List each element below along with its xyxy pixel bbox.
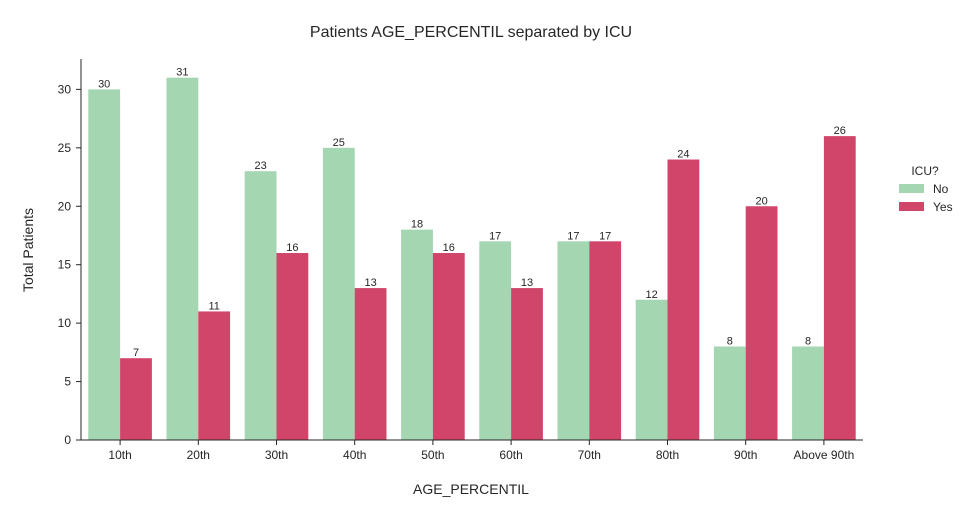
x-tick-label: 90th: [734, 448, 757, 462]
bar-yes-80th: [667, 159, 700, 440]
bar-yes-50th: [432, 253, 465, 440]
data-label: 16: [443, 242, 455, 254]
bar-yes-70th: [589, 241, 622, 440]
y-tick-label: 0: [64, 433, 71, 447]
data-label: 26: [834, 125, 846, 137]
data-label: 20: [755, 195, 767, 207]
bar-no-50th: [401, 229, 433, 440]
data-label: 31: [176, 67, 188, 79]
bar-no-10th: [88, 89, 121, 440]
bar-yes-20th: [198, 311, 231, 440]
bars-group: [88, 77, 856, 440]
data-label: 17: [567, 230, 579, 242]
data-label: 8: [805, 336, 811, 348]
data-label: 30: [98, 78, 110, 90]
y-tick-label: 20: [58, 199, 72, 213]
data-label: 17: [489, 230, 501, 242]
bar-yes-40th: [354, 288, 387, 440]
data-label: 13: [364, 277, 376, 289]
y-tick-label: 15: [58, 258, 72, 272]
data-label: 12: [645, 289, 657, 301]
y-tick-label: 25: [58, 141, 72, 155]
x-tick-label: 60th: [499, 448, 522, 462]
chart-title: Patients AGE_PERCENTIL separated by ICU: [310, 24, 632, 41]
legend-swatch-yes: [899, 202, 924, 211]
legend-title: ICU?: [911, 164, 939, 178]
x-tick-label: 80th: [656, 448, 679, 462]
data-label: 18: [411, 219, 423, 231]
legend-swatch-no: [899, 184, 924, 193]
x-axis-label: AGE_PERCENTIL: [413, 481, 529, 497]
bar-yes-30th: [276, 253, 309, 440]
data-label: 25: [333, 137, 345, 149]
y-tick-label: 5: [64, 375, 71, 389]
x-tick-label: 20th: [187, 448, 210, 462]
y-ticks-group: 0 5 10 15 20 25 30: [58, 82, 81, 447]
bar-yes-10th: [120, 358, 152, 440]
x-tick-label: 70th: [578, 448, 601, 462]
legend-label-yes: Yes: [933, 200, 953, 214]
bar-no-30th: [244, 171, 277, 440]
x-tick-label: 30th: [265, 448, 288, 462]
bar-no-90th: [713, 346, 746, 440]
data-label: 24: [677, 149, 689, 161]
data-label: 11: [208, 300, 219, 312]
data-label: 16: [286, 242, 298, 254]
data-label: 17: [599, 230, 611, 242]
data-label: 13: [521, 277, 533, 289]
data-label: 7: [133, 347, 139, 359]
data-labels-group: 30 7 31 11 23 16 25 13 18 16 17 13 17 17 12 24 8 20 8 26: [98, 67, 846, 359]
bar-yes-above-90th: [823, 136, 856, 440]
bar-no-above-90th: [792, 346, 824, 440]
bar-no-70th: [557, 241, 590, 440]
x-tick-label: 10th: [108, 448, 131, 462]
y-tick-label: 10: [58, 316, 72, 330]
bar-no-80th: [635, 299, 668, 440]
y-tick-label: 30: [58, 82, 72, 96]
bar-no-20th: [166, 77, 199, 440]
x-tick-label: Above 90th: [794, 448, 855, 462]
y-axis-label: Total Patients: [20, 208, 36, 292]
x-tick-label: 50th: [421, 448, 444, 462]
bar-yes-90th: [745, 206, 778, 440]
legend: ICU? No Yes: [899, 164, 953, 214]
legend-label-no: No: [933, 182, 949, 196]
x-tick-label: 40th: [343, 448, 366, 462]
bar-no-60th: [479, 241, 512, 440]
bar-yes-60th: [511, 288, 543, 440]
data-label: 8: [727, 336, 733, 348]
bar-no-40th: [322, 147, 355, 440]
data-label: 23: [254, 160, 266, 172]
x-ticks-group: 10th 20th 30th 40th 50th 60th 70th 80th 90th Abov…: [108, 440, 854, 462]
